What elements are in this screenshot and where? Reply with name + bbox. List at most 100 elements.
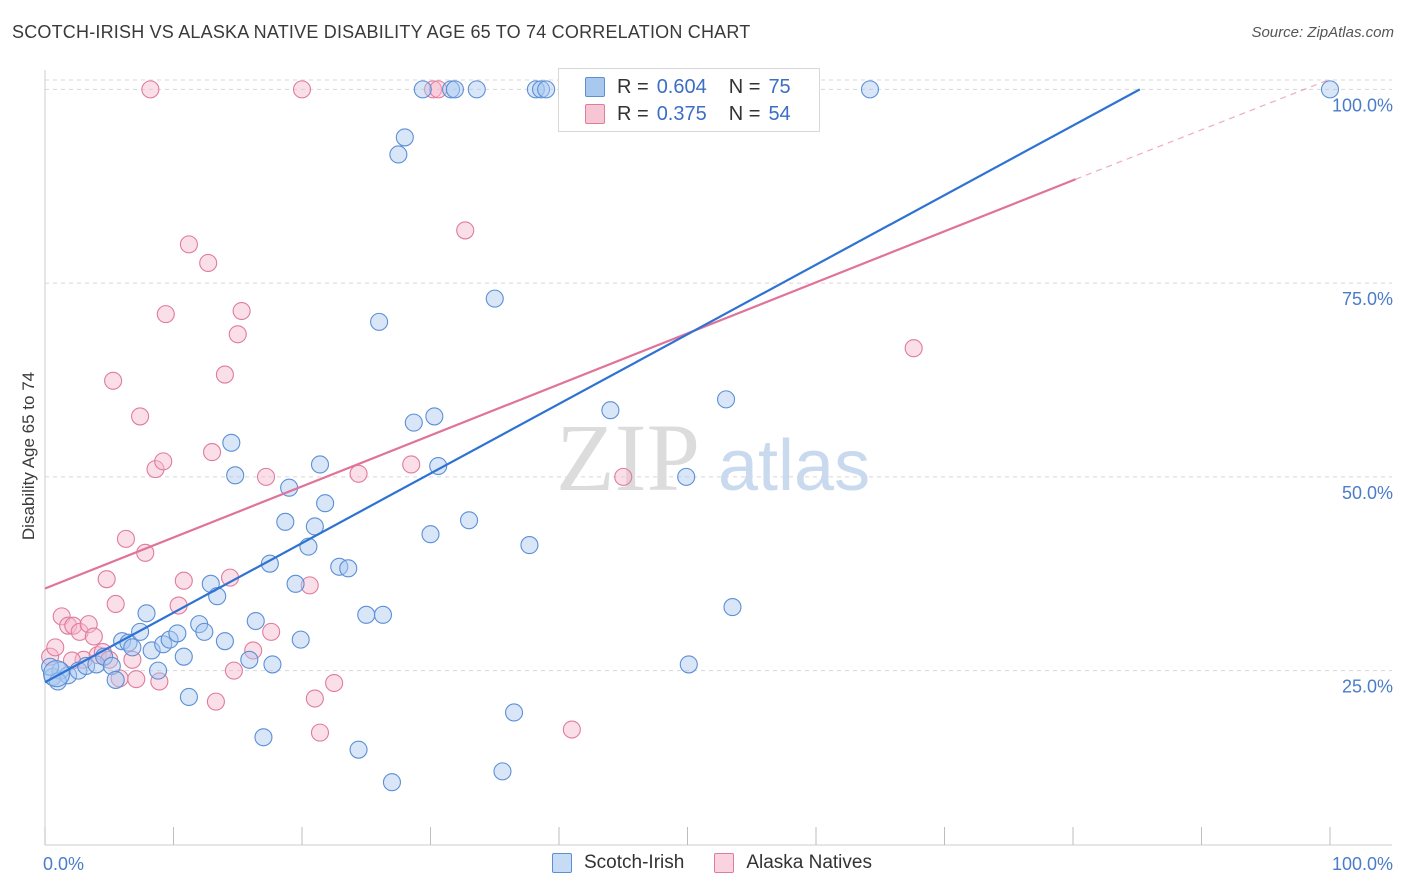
data-point bbox=[263, 655, 282, 674]
data-point bbox=[215, 365, 234, 384]
pink-swatch-icon bbox=[585, 104, 605, 124]
data-point bbox=[286, 574, 305, 593]
tick-labels: 25.0% 50.0% 75.0% 100.0% 0.0% 100.0% bbox=[43, 95, 1393, 874]
y-tick-label: 100.0% bbox=[1332, 95, 1393, 115]
data-point bbox=[310, 723, 330, 742]
x-tick-label: 0.0% bbox=[43, 854, 84, 874]
data-point bbox=[300, 576, 319, 595]
data-point bbox=[228, 325, 247, 344]
data-point bbox=[1320, 80, 1340, 99]
series-legend: Scotch-Irish Alaska Natives bbox=[552, 852, 902, 874]
data-point bbox=[260, 554, 279, 573]
trend-lines bbox=[44, 78, 1331, 684]
data-point bbox=[373, 605, 393, 624]
data-point bbox=[97, 570, 116, 589]
data-point bbox=[504, 703, 524, 722]
data-point bbox=[149, 661, 168, 680]
data-point bbox=[87, 655, 106, 674]
data-point bbox=[402, 455, 421, 474]
data-point bbox=[240, 650, 259, 669]
data-point bbox=[154, 452, 173, 471]
source-label: Source: ZipAtlas.com bbox=[1251, 24, 1394, 41]
data-point bbox=[199, 253, 218, 273]
legend-label: Alaska Natives bbox=[746, 852, 872, 873]
data-point bbox=[123, 638, 142, 657]
data-point bbox=[601, 401, 620, 420]
trend-line-alaska-natives-extension bbox=[1075, 78, 1331, 180]
n-label: N = bbox=[728, 75, 761, 98]
data-point bbox=[106, 670, 125, 689]
data-point bbox=[179, 687, 198, 707]
data-point bbox=[222, 433, 241, 452]
data-point bbox=[244, 641, 263, 660]
data-point bbox=[291, 630, 310, 649]
data-point bbox=[232, 301, 251, 321]
r-label: R = bbox=[617, 75, 649, 98]
data-point bbox=[174, 571, 193, 590]
data-point bbox=[404, 413, 423, 432]
data-point bbox=[429, 456, 448, 476]
x-tick-label: 100.0% bbox=[1332, 854, 1393, 874]
data-point bbox=[445, 80, 464, 99]
series-scotch-irish bbox=[41, 80, 1340, 792]
data-point bbox=[226, 466, 245, 485]
data-point bbox=[325, 673, 344, 693]
data-point bbox=[206, 692, 225, 711]
data-point bbox=[256, 467, 276, 486]
watermark-zip: ZIP bbox=[556, 404, 700, 511]
y-tick-label: 75.0% bbox=[1342, 289, 1393, 309]
r-label: R = bbox=[617, 102, 649, 125]
data-point bbox=[389, 145, 408, 164]
data-point bbox=[168, 624, 187, 643]
data-point bbox=[413, 80, 432, 99]
data-point bbox=[208, 587, 227, 606]
data-point bbox=[493, 762, 512, 781]
data-point bbox=[137, 604, 156, 623]
data-point bbox=[349, 464, 368, 483]
data-point bbox=[156, 305, 175, 324]
r-value: 0.604 bbox=[656, 75, 707, 98]
y-tick-label: 50.0% bbox=[1342, 483, 1393, 503]
data-point bbox=[904, 339, 923, 358]
legend-item-scotch-irish[interactable]: Scotch-Irish bbox=[552, 852, 684, 874]
data-point bbox=[102, 656, 121, 676]
data-point bbox=[246, 611, 265, 631]
data-point bbox=[526, 80, 545, 99]
data-point bbox=[254, 728, 273, 747]
blue-swatch-icon bbox=[552, 853, 572, 873]
data-point bbox=[382, 773, 402, 792]
data-point bbox=[276, 512, 295, 531]
data-point bbox=[203, 443, 222, 462]
data-point bbox=[459, 511, 479, 530]
data-point bbox=[154, 635, 173, 654]
trend-line-scotch-irish bbox=[44, 88, 1141, 684]
data-point bbox=[316, 494, 335, 513]
data-point bbox=[442, 80, 461, 99]
stats-legend: R = 0.604 N = 75 R = 0.375 N = 54 bbox=[558, 68, 820, 132]
data-point bbox=[142, 641, 161, 660]
data-point bbox=[305, 689, 324, 708]
data-point bbox=[106, 594, 125, 614]
legend-row-alaska-natives: R = 0.375 N = 54 bbox=[585, 102, 791, 126]
legend-row-scotch-irish: R = 0.604 N = 75 bbox=[585, 75, 791, 99]
data-point bbox=[310, 455, 330, 474]
y-tick-label: 25.0% bbox=[1342, 677, 1393, 697]
legend-item-alaska-natives[interactable]: Alaska Natives bbox=[714, 852, 872, 874]
data-point bbox=[123, 650, 142, 669]
n-label: N = bbox=[728, 102, 761, 125]
data-point bbox=[485, 289, 504, 308]
data-point bbox=[262, 622, 281, 641]
data-point bbox=[224, 661, 243, 680]
legend-label: Scotch-Irish bbox=[584, 852, 685, 873]
data-point bbox=[467, 80, 486, 99]
axes bbox=[44, 70, 1392, 846]
data-point bbox=[421, 525, 440, 544]
data-point bbox=[679, 655, 698, 674]
data-point bbox=[716, 390, 736, 409]
data-point bbox=[677, 467, 696, 486]
data-point bbox=[357, 605, 376, 624]
watermark-atlas: atlas bbox=[718, 426, 870, 506]
data-point bbox=[562, 720, 581, 739]
grid-lines bbox=[45, 79, 1392, 672]
data-point bbox=[425, 407, 444, 426]
